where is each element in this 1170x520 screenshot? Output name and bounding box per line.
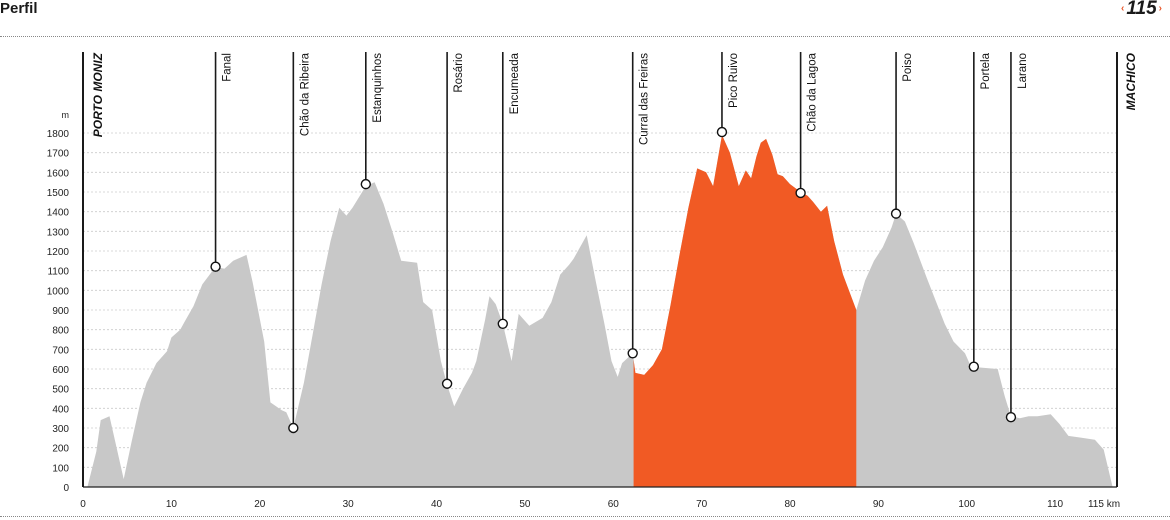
y-tick-label-0: 0	[63, 483, 69, 494]
x-tick-label-70: 70	[696, 499, 708, 510]
waypoint-label-8: Poiso	[902, 53, 914, 82]
x-tick-label-90: 90	[873, 499, 885, 510]
endpoint-label-0: PORTO MONIZ	[91, 52, 105, 137]
y-tick-label-900: 900	[52, 306, 69, 317]
x-tick-label-60: 60	[608, 499, 620, 510]
x-tick-label-80: 80	[784, 499, 796, 510]
page-title: Perfil	[0, 0, 38, 17]
waypoint-label-7: Chão da Lagoa	[807, 52, 819, 131]
waypoint-marker-6	[716, 126, 728, 138]
x-tick-label-30: 30	[343, 499, 355, 510]
y-tick-label-1500: 1500	[47, 188, 70, 199]
x-end-tick-label: 115 km	[1088, 499, 1120, 510]
waypoint-label-9: Portela	[980, 52, 992, 89]
y-tick-label-200: 200	[52, 444, 69, 455]
waypoint-marker-1	[288, 422, 299, 434]
bottom-dotted-rule	[0, 516, 1170, 517]
y-tick-label-800: 800	[52, 326, 69, 337]
next-page-arrow-icon[interactable]: ›	[1158, 3, 1162, 15]
waypoint-marker-9	[968, 361, 980, 372]
x-tick-label-40: 40	[431, 499, 443, 510]
y-tick-label-1400: 1400	[47, 208, 70, 219]
waypoint-label-10: Larano	[1017, 53, 1029, 89]
x-tick-label-50: 50	[519, 499, 531, 510]
waypoint-marker-3	[441, 378, 453, 389]
x-tick-label-20: 20	[254, 499, 266, 510]
waypoint-marker-0	[210, 261, 221, 272]
waypoint-label-2: Estanquinhos	[372, 53, 384, 123]
x-tick-label-100: 100	[958, 499, 975, 510]
y-tick-label-600: 600	[52, 365, 69, 376]
waypoint-marker-7	[795, 187, 806, 199]
waypoint-marker-10	[1005, 411, 1017, 423]
y-tick-label-1200: 1200	[47, 247, 70, 258]
y-tick-label-700: 700	[52, 345, 69, 356]
x-tick-label-10: 10	[166, 499, 178, 510]
waypoint-marker-5	[627, 348, 638, 359]
waypoint-label-4: Encumeada	[509, 52, 521, 114]
endpoint-label-1: MACHICO	[1124, 52, 1138, 110]
y-unit-label: m	[62, 110, 70, 120]
waypoint-label-6: Pico Ruivo	[728, 53, 740, 108]
waypoint-marker-2	[360, 178, 372, 190]
y-tick-label-1700: 1700	[47, 149, 70, 160]
page-number: 115	[1126, 0, 1157, 19]
y-tick-label-1000: 1000	[47, 286, 70, 297]
y-tick-label-1600: 1600	[47, 168, 70, 179]
waypoint-label-3: Rosário	[453, 53, 465, 93]
top-dotted-rule	[0, 36, 1170, 37]
y-tick-label-1300: 1300	[47, 227, 70, 238]
y-tick-label-100: 100	[52, 463, 69, 474]
x-tick-label-110: 110	[1047, 499, 1063, 510]
y-tick-label-1100: 1100	[47, 267, 69, 278]
prev-page-arrow-icon[interactable]: ‹	[1121, 3, 1125, 15]
waypoint-marker-8	[890, 208, 902, 219]
waypoint-label-5: Curral das Freiras	[639, 53, 651, 145]
x-tick-label-0: 0	[80, 499, 86, 510]
waypoint-label-1: Chão da Ribeira	[299, 52, 311, 136]
waypoint-label-0: Fanal	[222, 53, 234, 82]
highlighted-section-area	[633, 135, 857, 487]
y-tick-label-300: 300	[52, 424, 69, 435]
y-tick-label-1800: 1800	[47, 129, 70, 140]
page-number-nav: ‹ 115 ›	[1119, 0, 1164, 20]
page-header: Perfil ‹ 115 ›	[0, 0, 1170, 30]
y-tick-label-400: 400	[52, 404, 69, 415]
elevation-profile-area	[87, 135, 1113, 487]
waypoint-marker-4	[497, 318, 508, 329]
y-tick-label-500: 500	[52, 385, 69, 396]
